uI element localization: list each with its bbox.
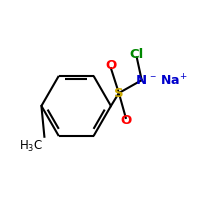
Text: Cl: Cl bbox=[130, 48, 144, 61]
Text: H$_3$C: H$_3$C bbox=[19, 139, 43, 154]
Text: O: O bbox=[120, 114, 131, 127]
Text: O: O bbox=[105, 59, 117, 72]
Text: N: N bbox=[136, 74, 147, 87]
Text: $^{-}$: $^{-}$ bbox=[149, 74, 157, 84]
Text: S: S bbox=[114, 87, 124, 100]
Text: Na$^{+}$: Na$^{+}$ bbox=[160, 73, 187, 89]
